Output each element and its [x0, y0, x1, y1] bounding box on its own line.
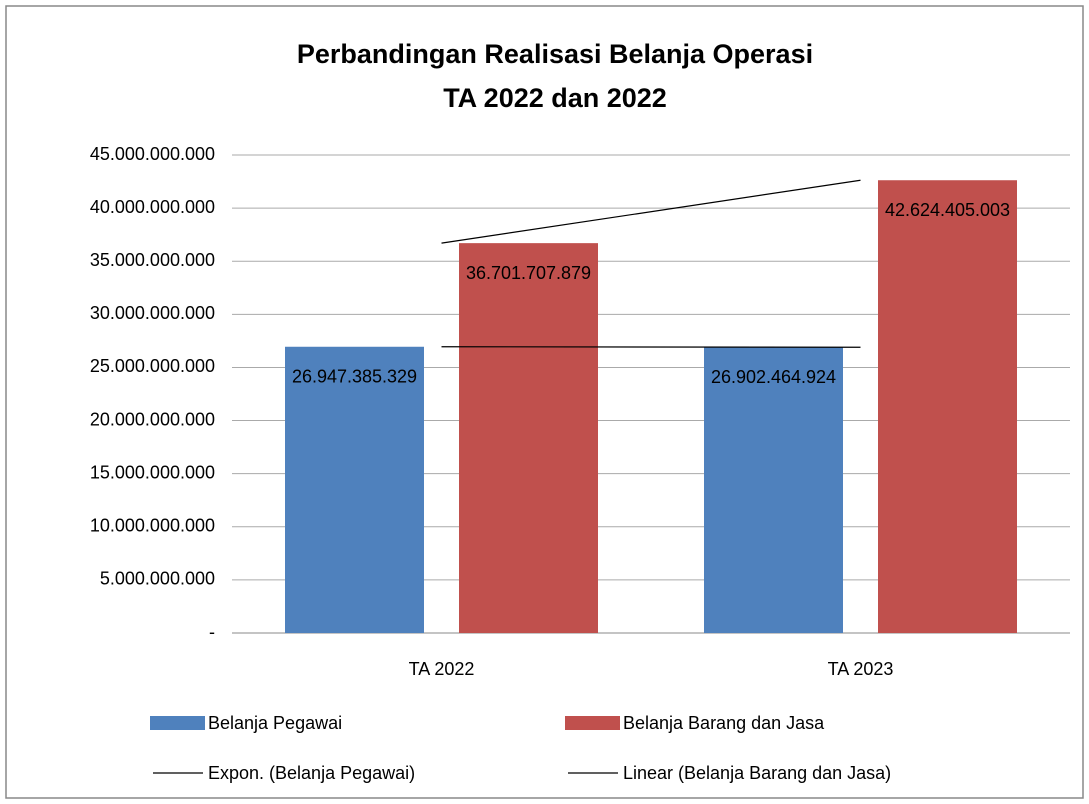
x-tick-label: TA 2022	[409, 659, 475, 679]
data-label: 36.701.707.879	[466, 263, 591, 283]
legend-swatch	[565, 716, 620, 730]
y-tick-label: -	[209, 622, 215, 642]
y-tick-label: 10.000.000.000	[90, 516, 215, 536]
trendline	[441, 179, 861, 244]
data-label: 42.624.405.003	[885, 200, 1010, 220]
legend-swatch	[150, 716, 205, 730]
bar	[459, 243, 598, 633]
y-tick-label: 40.000.000.000	[90, 197, 215, 217]
y-tick-label: 15.000.000.000	[90, 462, 215, 482]
y-tick-label: 35.000.000.000	[90, 250, 215, 270]
data-label: 26.902.464.924	[711, 367, 836, 387]
x-tick-label: TA 2023	[828, 659, 894, 679]
y-tick-label: 45.000.000.000	[90, 144, 215, 164]
bar	[285, 346, 424, 633]
legend-label: Linear (Belanja Barang dan Jasa)	[623, 763, 891, 783]
y-tick-label: 20.000.000.000	[90, 409, 215, 429]
y-tick-label: 30.000.000.000	[90, 303, 215, 323]
legend-label: Belanja Barang dan Jasa	[623, 713, 825, 733]
y-tick-label: 5.000.000.000	[100, 569, 215, 589]
legend-label: Belanja Pegawai	[208, 713, 342, 733]
y-tick-label: 25.000.000.000	[90, 356, 215, 376]
legend-label: Expon. (Belanja Pegawai)	[208, 763, 415, 783]
data-label: 26.947.385.329	[292, 367, 417, 387]
chart-subtitle: TA 2022 dan 2022	[443, 83, 667, 113]
chart-title: Perbandingan Realisasi Belanja Operasi	[297, 39, 813, 69]
bar	[704, 347, 843, 633]
bar	[878, 180, 1017, 633]
